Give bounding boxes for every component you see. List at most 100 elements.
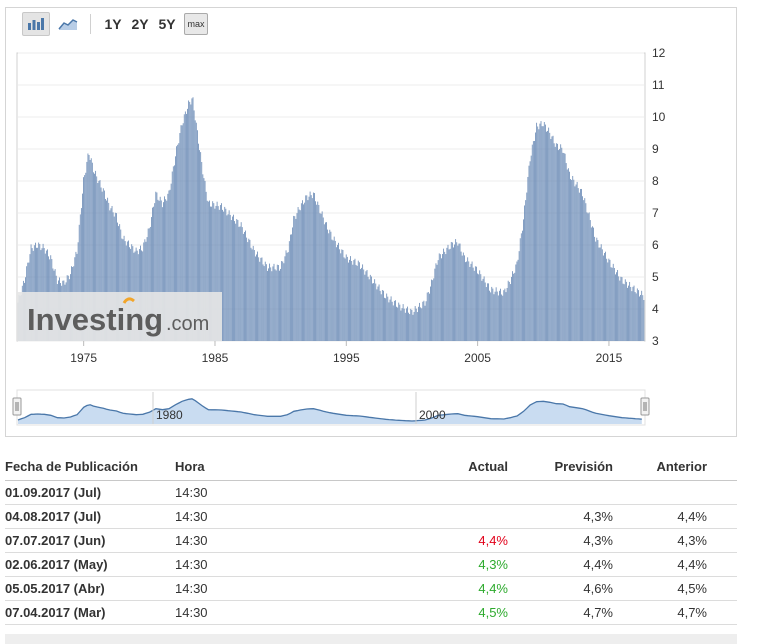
- range-5y-button[interactable]: 5Y: [158, 16, 176, 32]
- bar: [285, 250, 287, 341]
- bar: [450, 241, 452, 341]
- bar: [189, 101, 191, 342]
- header-forecast[interactable]: Previsión: [508, 452, 613, 481]
- navigator-label-2000: 2000: [419, 408, 446, 422]
- bar: [183, 114, 185, 342]
- bar: [483, 276, 485, 341]
- bar: [427, 292, 429, 341]
- y-tick-label: 4: [652, 302, 659, 316]
- range-max-button[interactable]: max: [184, 13, 208, 35]
- bar: [269, 263, 271, 341]
- x-tick-label: 2005: [464, 351, 491, 365]
- bar: [620, 276, 622, 341]
- bar: [642, 295, 644, 341]
- bar: [210, 206, 211, 341]
- bar: [205, 191, 207, 341]
- bar: [261, 257, 263, 341]
- bar: [311, 198, 313, 341]
- bar: [339, 249, 341, 341]
- bar: [203, 178, 205, 341]
- bar: [317, 201, 319, 341]
- bar: [123, 235, 125, 341]
- bar: [399, 304, 401, 341]
- bar: [627, 287, 628, 341]
- bar: [548, 127, 550, 341]
- header-time[interactable]: Hora: [175, 452, 285, 481]
- bar: [292, 227, 293, 341]
- bar: [397, 307, 399, 341]
- bar: [601, 249, 603, 341]
- bar: [160, 200, 162, 341]
- bar: [250, 247, 252, 341]
- bar: [271, 271, 273, 341]
- navigator-right-handle[interactable]: [640, 397, 650, 416]
- header-previous[interactable]: Anterior: [613, 452, 737, 481]
- cell-date: 05.05.2017 (Abr): [5, 576, 175, 601]
- bar: [550, 138, 552, 341]
- bar: [586, 212, 588, 341]
- bar: [172, 166, 174, 341]
- bar: [582, 196, 583, 341]
- bar: [201, 162, 203, 341]
- bar: [448, 249, 450, 341]
- bar: [590, 227, 592, 341]
- bar: [631, 291, 633, 341]
- bar: [396, 306, 397, 341]
- y-tick-label: 7: [652, 206, 659, 220]
- range-1y-button[interactable]: 1Y: [104, 16, 122, 32]
- bar: [600, 244, 602, 341]
- bar: [316, 204, 318, 341]
- bar: [405, 308, 407, 341]
- bar: [267, 270, 268, 341]
- bar: [184, 111, 186, 341]
- bar: [262, 264, 264, 341]
- range-2y-button[interactable]: 2Y: [131, 16, 149, 32]
- bar: [300, 203, 302, 341]
- bar: [553, 143, 555, 341]
- area-chart-icon[interactable]: [54, 12, 82, 36]
- bar: [488, 283, 489, 341]
- header-actual[interactable]: Actual: [285, 452, 508, 481]
- bar: [415, 308, 417, 341]
- bar: [282, 261, 284, 341]
- bar-chart-icon[interactable]: [22, 12, 50, 36]
- bar: [408, 312, 409, 341]
- navigator-left-handle[interactable]: [12, 397, 22, 416]
- bar: [615, 274, 616, 341]
- cell-forecast: [508, 480, 613, 505]
- bar: [315, 201, 316, 341]
- navigator[interactable]: 1980 2000: [12, 389, 650, 426]
- bar: [188, 100, 190, 342]
- bar: [279, 270, 280, 341]
- bar: [425, 301, 427, 341]
- bar: [310, 195, 312, 341]
- bar: [213, 203, 215, 341]
- bar: [181, 125, 183, 341]
- y-tick-label: 3: [652, 334, 659, 348]
- bar: [274, 269, 276, 341]
- bar: [111, 205, 113, 341]
- bar: [118, 226, 120, 341]
- bar: [504, 288, 506, 341]
- bar: [458, 243, 460, 341]
- bar: [539, 123, 541, 341]
- bar: [424, 305, 426, 341]
- bar: [257, 251, 258, 341]
- bar: [165, 199, 167, 341]
- bar: [430, 286, 431, 341]
- bar: [529, 161, 531, 341]
- bar: [119, 224, 121, 341]
- header-date[interactable]: Fecha de Publicación: [5, 452, 175, 481]
- bar: [89, 160, 91, 341]
- bar: [116, 213, 117, 341]
- bar: [294, 216, 296, 341]
- bar: [360, 269, 361, 341]
- bar: [252, 245, 254, 341]
- bar: [167, 193, 169, 341]
- bar: [379, 290, 381, 341]
- bar: [95, 170, 97, 341]
- bar: [398, 302, 400, 341]
- bar: [471, 261, 473, 341]
- bar: [509, 284, 511, 341]
- bar: [286, 252, 288, 341]
